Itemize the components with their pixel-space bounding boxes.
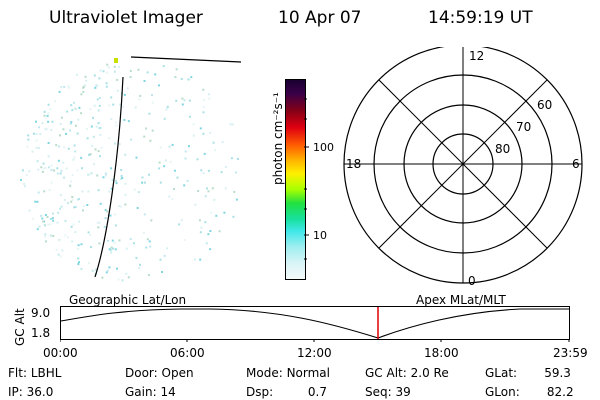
polar-diagonal-2 <box>378 79 548 249</box>
colorbar-tick-100: 100 <box>313 141 334 154</box>
emission-dots <box>20 63 239 282</box>
status-gc-alt: GC Alt: 2.0 Re <box>365 366 449 380</box>
status-ip: IP: 36.0 <box>8 385 54 399</box>
timeline-y-axis-label: GC Alt <box>13 308 27 346</box>
mlt-label-0: 0 <box>468 274 476 287</box>
timeline-right-title: Apex MLat/MLT <box>416 293 506 307</box>
lat-label-60: 60 <box>537 98 552 112</box>
altitude-curve <box>60 308 569 339</box>
status-mode: Mode: Normal <box>246 366 330 380</box>
time-label: 14:59:19 UT <box>428 8 533 28</box>
lat-label-70: 70 <box>516 120 531 134</box>
timeline-y-tick-bottom: 1.8 <box>31 326 51 340</box>
colorbar-unit-label: photon cm⁻²s⁻¹ <box>271 92 285 185</box>
date-label: 10 Apr 07 <box>278 8 362 28</box>
colorbar-tick-10: 10 <box>313 229 327 242</box>
timeline-left-title: Geographic Lat/Lon <box>69 293 187 307</box>
status-gain: Gain: 14 <box>125 385 176 399</box>
status-filter: Flt: LBHL <box>8 366 62 380</box>
timeline-y-tick-top: 9.0 <box>31 306 51 320</box>
timeline-x-tick-1800: 18:00 <box>424 346 459 360</box>
status-dsp: Dsp: 0.7 <box>246 385 327 399</box>
polar-plot: 12 18 6 0 60 70 80 <box>343 47 583 287</box>
mlt-label-6: 6 <box>572 157 580 171</box>
mlt-label-18: 18 <box>346 157 361 171</box>
timeline-x-tick-0000: 00:00 <box>43 346 78 360</box>
colorbar-ticks <box>304 98 309 260</box>
bright-pixel <box>114 58 118 63</box>
color-scale-bar <box>285 79 306 280</box>
lat-label-80: 80 <box>495 142 510 156</box>
timeline-x-tick-2359: 23:59 <box>553 346 588 360</box>
limb-line <box>130 56 242 63</box>
timeline-x-tick-1200: 12:00 <box>297 346 332 360</box>
status-door: Door: Open <box>125 366 194 380</box>
status-glat: GLat: 59.3 <box>485 366 571 380</box>
status-glon: GLon: 82.2 <box>485 385 574 399</box>
timeline-x-tick-0600: 06:00 <box>170 346 205 360</box>
instrument-title: Ultraviolet Imager <box>49 8 203 28</box>
mlt-label-12: 12 <box>469 49 484 63</box>
terminator-line <box>94 76 124 278</box>
altitude-timeline <box>60 306 570 342</box>
geographic-image <box>20 56 242 282</box>
status-seq: Seq: 39 <box>365 385 411 399</box>
